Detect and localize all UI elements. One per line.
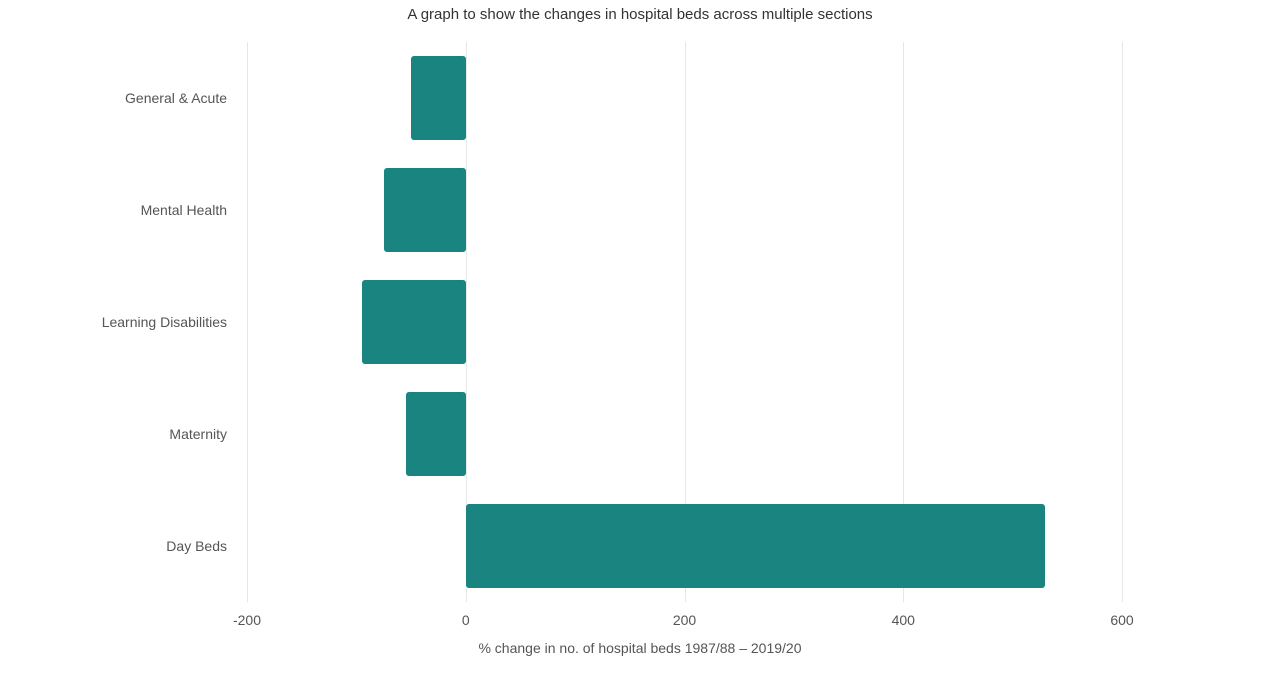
y-tick-label: Mental Health (141, 202, 247, 218)
y-tick-label: Day Beds (166, 538, 247, 554)
y-tick-label: General & Acute (125, 90, 247, 106)
gridline (247, 42, 248, 602)
bar (411, 56, 466, 140)
x-tick-label: 0 (462, 602, 470, 628)
plot-area: -2000200400600General & AcuteMental Heal… (247, 42, 1122, 602)
chart-container: A graph to show the changes in hospital … (0, 0, 1280, 694)
y-tick-label: Learning Disabilities (102, 314, 247, 330)
gridline (1122, 42, 1123, 602)
bar (362, 280, 466, 364)
x-tick-label: -200 (233, 602, 261, 628)
bar (406, 392, 466, 476)
bar (384, 168, 466, 252)
y-tick-label: Maternity (169, 426, 247, 442)
x-tick-label: 400 (892, 602, 915, 628)
chart-title: A graph to show the changes in hospital … (0, 6, 1280, 23)
x-tick-label: 600 (1110, 602, 1133, 628)
x-tick-label: 200 (673, 602, 696, 628)
bar (466, 504, 1046, 588)
x-axis-title: % change in no. of hospital beds 1987/88… (0, 640, 1280, 656)
